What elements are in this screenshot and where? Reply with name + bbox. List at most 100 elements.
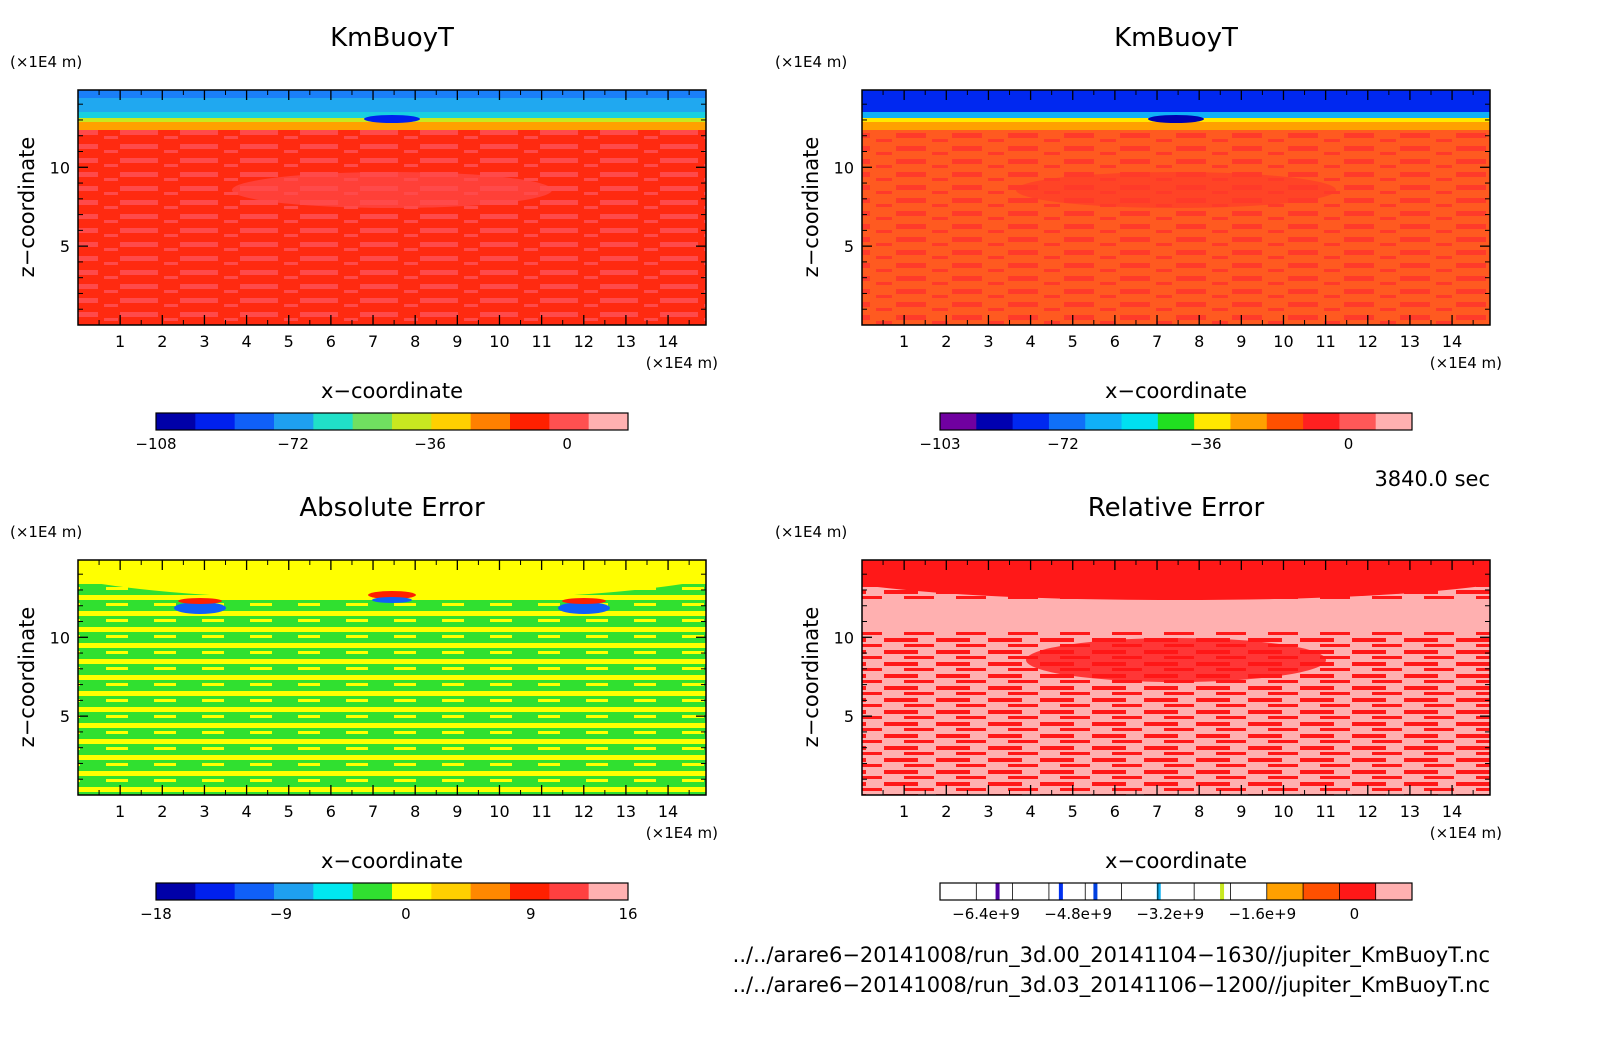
- colorbar-mark: [995, 883, 1000, 900]
- x-tick-label: 6: [1110, 332, 1120, 351]
- x-unit-label: (×1E4 m): [646, 824, 718, 842]
- x-tick-label: 11: [531, 802, 551, 821]
- x-tick-label: 1: [899, 332, 909, 351]
- x-tick-label: 13: [616, 802, 636, 821]
- colorbar-swatch: [1230, 413, 1268, 430]
- x-tick-label: 4: [241, 332, 251, 351]
- colorbar-swatch: [1048, 883, 1086, 900]
- heatmap-field-2: [862, 90, 1490, 325]
- x-tick-label: 12: [574, 332, 594, 351]
- colorbar-swatch: [510, 883, 550, 900]
- colorbar-swatch: [1012, 413, 1050, 430]
- x-tick-label: 10: [1273, 802, 1293, 821]
- panel-title: Relative Error: [1088, 493, 1265, 523]
- colorbar-swatch: [1121, 413, 1159, 430]
- time-label: 3840.0 sec: [1374, 467, 1490, 491]
- colorbar-3: −18 −9 0 9 16: [140, 882, 638, 923]
- y-unit-label: (×1E4 m): [10, 53, 82, 71]
- colorbar-swatch: [274, 413, 314, 430]
- x-tick-label: 14: [1442, 332, 1462, 351]
- colorbar-frame: [939, 412, 1413, 431]
- heatmap-field-1: [78, 90, 706, 325]
- x-tick-label: 6: [1110, 802, 1120, 821]
- colorbar-label: 16: [618, 905, 637, 923]
- panel-title: KmBuoyT: [1114, 23, 1238, 53]
- y-tick-label: 5: [844, 237, 854, 256]
- colorbar-2: −103 −72 −36 0: [919, 412, 1413, 453]
- colorbar-swatch: [470, 883, 511, 900]
- colorbar-label: −3.2e+9: [1136, 905, 1204, 923]
- x-tick-label: 5: [1068, 802, 1078, 821]
- plot-frame-2: [861, 89, 1491, 326]
- x-tick-label: 10: [489, 802, 509, 821]
- x-tick-label: 2: [941, 802, 951, 821]
- x-tick-label: 13: [1400, 332, 1420, 351]
- y-axis-label: z−coordinate: [15, 137, 39, 278]
- colorbar-swatch: [1157, 413, 1195, 430]
- heatmap-field-4: [862, 560, 1490, 795]
- colorbar-swatch: [1303, 883, 1340, 900]
- x-tick-label: 12: [1358, 802, 1378, 821]
- y-tick-label: 10: [50, 628, 70, 647]
- colorbar-swatch: [1194, 413, 1231, 430]
- y-axis-label: z−coordinate: [15, 607, 39, 748]
- x-axis-label: x−coordinate: [321, 379, 463, 403]
- x-tick-label: 10: [1273, 332, 1293, 351]
- panel-title: Absolute Error: [299, 493, 485, 523]
- x-tick-label: 2: [941, 332, 951, 351]
- x-tick-label: 10: [489, 332, 509, 351]
- heatmap-field-3: [78, 560, 706, 795]
- colorbar-1: −108 −72 −36 0: [135, 412, 629, 453]
- x-tick-label: 9: [452, 802, 462, 821]
- colorbar-swatch: [431, 413, 472, 430]
- colorbar-swatch: [940, 883, 977, 900]
- y-axis-label: z−coordinate: [799, 607, 823, 748]
- colorbar-label: 0: [562, 435, 572, 453]
- colorbar-swatch: [234, 413, 275, 430]
- x-tick-label: 8: [410, 802, 420, 821]
- colorbar-label: −6.4e+9: [952, 905, 1020, 923]
- colorbar-swatch: [1339, 883, 1377, 900]
- colorbar-label: −1.6e+9: [1228, 905, 1296, 923]
- x-tick-label: 8: [1194, 332, 1204, 351]
- x-tick-label: 3: [983, 802, 993, 821]
- colorbar-mark: [1220, 883, 1225, 900]
- x-tick-label: 4: [241, 802, 251, 821]
- x-tick-label: 12: [574, 802, 594, 821]
- panel-2: KmBuoyT (×1E4 m) (×1E4 m) x−coordinate z…: [775, 23, 1502, 453]
- x-tick-label: 1: [115, 332, 125, 351]
- colorbar-swatch: [1194, 883, 1231, 900]
- x-axis-label: x−coordinate: [321, 849, 463, 873]
- x-unit-label: (×1E4 m): [1430, 824, 1502, 842]
- colorbar-swatch: [313, 883, 354, 900]
- x-tick-label: 2: [157, 332, 167, 351]
- colorbar-swatch: [549, 883, 590, 900]
- colorbar-swatch: [976, 413, 1014, 430]
- colorbar-swatch: [510, 413, 550, 430]
- colorbar-swatch: [1012, 883, 1050, 900]
- colorbar-swatch: [313, 413, 354, 430]
- colorbar-swatch: [1085, 883, 1123, 900]
- x-tick-label: 11: [531, 332, 551, 351]
- x-unit-label: (×1E4 m): [1430, 354, 1502, 372]
- colorbar-swatch: [470, 413, 511, 430]
- colorbar-label: 9: [526, 905, 536, 923]
- colorbar-label: −72: [277, 435, 309, 453]
- x-tick-label: 7: [368, 332, 378, 351]
- x-tick-label: 2: [157, 802, 167, 821]
- x-tick-label: 11: [1315, 802, 1335, 821]
- colorbar-swatch: [1085, 413, 1123, 430]
- x-tick-label: 12: [1358, 332, 1378, 351]
- colorbar-swatch: [156, 883, 196, 900]
- x-tick-label: 5: [1068, 332, 1078, 351]
- colorbar-swatch: [1157, 883, 1195, 900]
- x-tick-label: 8: [1194, 802, 1204, 821]
- colorbar-label: −9: [270, 905, 292, 923]
- colorbar-swatch: [940, 413, 977, 430]
- colorbar-swatch: [1266, 413, 1304, 430]
- x-tick-label: 6: [326, 332, 336, 351]
